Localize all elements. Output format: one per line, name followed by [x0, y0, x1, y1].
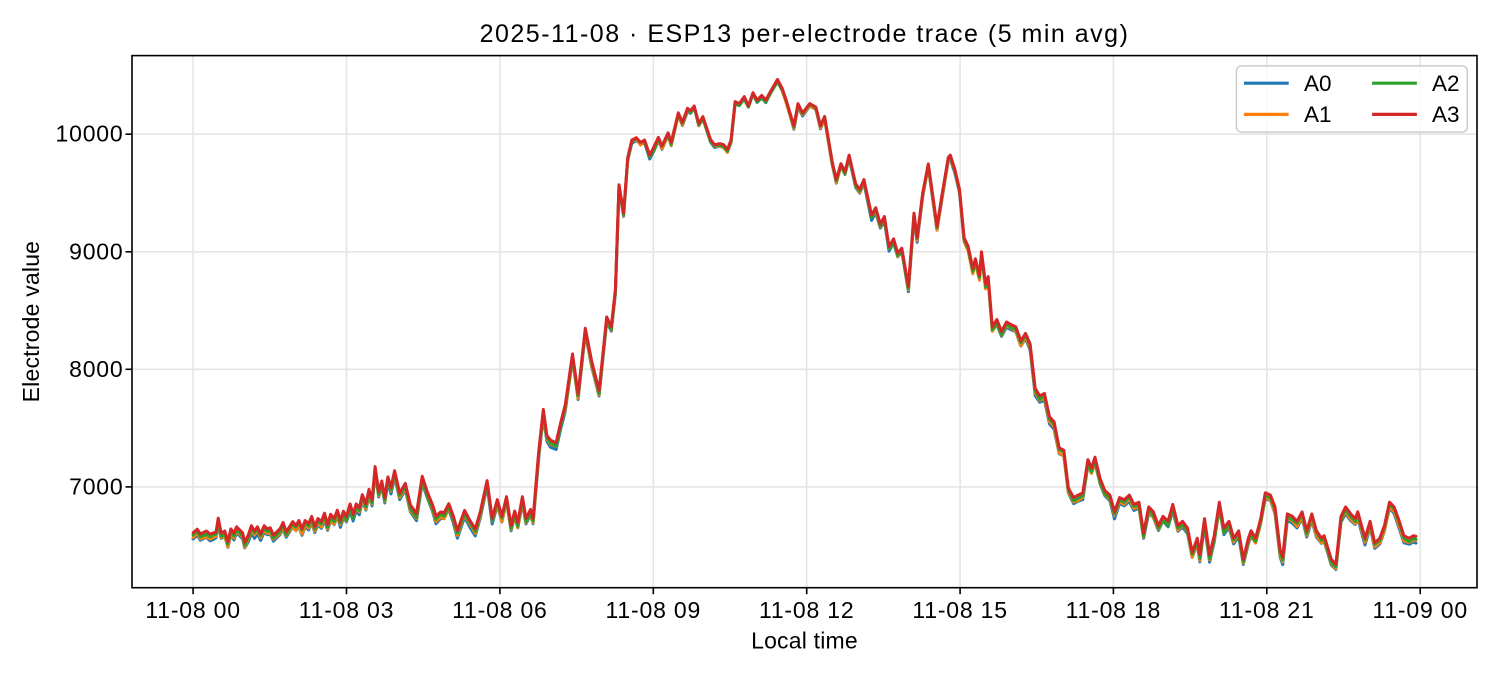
svg-text:11-08 00: 11-08 00 — [145, 597, 241, 623]
svg-text:Electrode value: Electrode value — [18, 241, 44, 403]
svg-text:Local time: Local time — [751, 628, 858, 654]
svg-text:2025-11-08 · ESP13 per-electro: 2025-11-08 · ESP13 per-electrode trace (… — [480, 20, 1130, 48]
svg-text:A2: A2 — [1432, 71, 1460, 96]
svg-text:9000: 9000 — [69, 238, 123, 264]
svg-text:11-09 00: 11-09 00 — [1372, 597, 1468, 623]
svg-text:A1: A1 — [1304, 102, 1332, 127]
svg-text:A3: A3 — [1432, 102, 1460, 127]
svg-text:11-08 21: 11-08 21 — [1219, 597, 1315, 623]
svg-text:11-08 18: 11-08 18 — [1066, 597, 1162, 623]
svg-text:11-08 15: 11-08 15 — [912, 597, 1008, 623]
svg-text:11-08 09: 11-08 09 — [606, 597, 702, 623]
svg-text:7000: 7000 — [69, 473, 123, 499]
svg-text:11-08 06: 11-08 06 — [452, 597, 548, 623]
svg-text:11-08 03: 11-08 03 — [299, 597, 395, 623]
svg-text:11-08 12: 11-08 12 — [759, 597, 855, 623]
svg-text:A0: A0 — [1304, 71, 1332, 96]
svg-text:8000: 8000 — [69, 356, 123, 382]
svg-text:10000: 10000 — [56, 121, 124, 147]
